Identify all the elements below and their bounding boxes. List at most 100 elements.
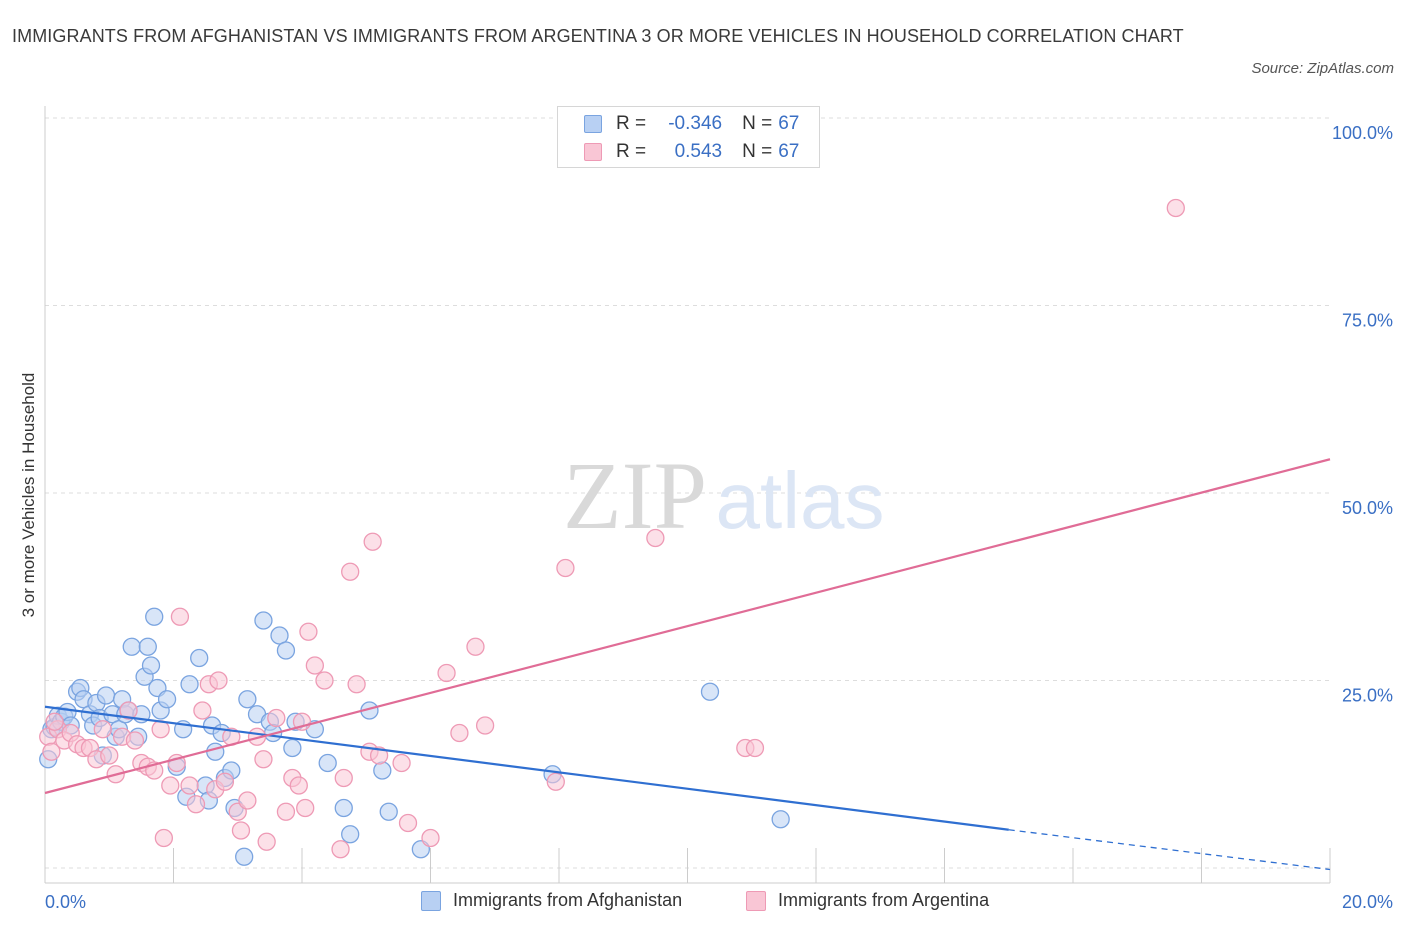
- legend-swatch-argentina: [584, 143, 602, 161]
- data-point: [161, 776, 180, 795]
- data-point: [145, 607, 164, 626]
- data-point: [215, 772, 235, 791]
- data-point: [347, 675, 366, 694]
- legend-r-label: R =: [616, 141, 647, 162]
- data-point: [276, 802, 296, 821]
- legend-n-value: 67: [778, 113, 800, 134]
- chart-title: IMMIGRANTS FROM AFGHANISTAN VS IMMIGRANT…: [12, 26, 1184, 46]
- data-point: [119, 701, 138, 720]
- data-point: [157, 690, 177, 709]
- data-point: [154, 828, 174, 848]
- legend-n-label: N =: [742, 141, 773, 162]
- data-point: [180, 675, 199, 694]
- data-point: [231, 821, 251, 840]
- data-point: [93, 720, 112, 739]
- data-point: [745, 738, 765, 758]
- data-point: [334, 768, 353, 788]
- legend-n-value: 67: [778, 141, 800, 162]
- data-point: [209, 671, 228, 690]
- data-point: [296, 798, 315, 818]
- legend-swatch-afghanistan: [584, 115, 602, 133]
- data-point: [235, 847, 254, 866]
- y-tick-label: 50.0%: [1342, 498, 1393, 518]
- data-point: [475, 716, 495, 735]
- data-point: [546, 772, 565, 791]
- legend-n-label: N =: [742, 113, 773, 134]
- chart-source: Source: ZipAtlas.com: [1251, 60, 1394, 77]
- trend-lines: [44, 458, 1331, 871]
- data-point: [96, 686, 116, 705]
- x-tick-label: 0.0%: [45, 892, 86, 912]
- data-point: [341, 825, 360, 844]
- data-point: [318, 753, 337, 773]
- data-point: [450, 723, 469, 743]
- correlation-legend: R = -0.346 N = 67 R = 0.543 N = 67: [557, 106, 820, 168]
- legend-r-label: R =: [616, 113, 647, 134]
- data-point: [421, 828, 440, 848]
- data-point: [305, 656, 325, 675]
- legend-r-value: 0.543: [674, 141, 723, 162]
- data-point: [186, 795, 206, 814]
- series-afghanistan-points: [39, 607, 790, 866]
- data-point: [206, 742, 225, 761]
- data-point: [138, 637, 157, 656]
- y-tick-label: 100.0%: [1332, 123, 1393, 143]
- x-tick-label: 20.0%: [1342, 892, 1393, 912]
- data-point: [466, 637, 485, 656]
- trend-line-argentina: [44, 458, 1331, 795]
- data-point: [341, 562, 360, 581]
- data-point: [289, 776, 308, 795]
- y-axis-label: 3 or more Vehicles in Household: [19, 373, 38, 618]
- data-point: [315, 671, 334, 690]
- data-point: [180, 776, 199, 795]
- data-point: [190, 648, 209, 668]
- data-point: [392, 753, 411, 773]
- legend-row-afghanistan: R = -0.346 N = 67: [584, 112, 799, 136]
- series-legend-label-afghanistan: Immigrants from Afghanistan: [453, 890, 683, 910]
- data-point: [331, 840, 350, 859]
- series-legend-afghanistan: Immigrants from Afghanistan: [421, 890, 682, 911]
- data-point: [299, 622, 318, 641]
- data-point: [369, 746, 389, 765]
- data-point: [257, 832, 276, 851]
- data-point: [373, 761, 392, 780]
- data-point: [363, 532, 382, 551]
- data-point: [1166, 198, 1185, 218]
- data-point: [700, 682, 720, 701]
- data-point: [254, 750, 273, 769]
- tick-labels: 25.0% 50.0% 75.0% 100.0% 0.0% 20.0%: [45, 123, 1393, 912]
- series-legend: Immigrants from Afghanistan Immigrants f…: [0, 890, 1406, 914]
- series-legend-swatch-afghanistan: [421, 890, 441, 911]
- data-point: [170, 607, 190, 626]
- legend-r-value: -0.346: [668, 113, 723, 134]
- data-point: [556, 558, 575, 578]
- data-point: [334, 798, 353, 818]
- data-point: [646, 528, 665, 548]
- data-point: [193, 701, 212, 720]
- watermark: ZIP atlas: [563, 442, 884, 549]
- data-point: [45, 712, 64, 731]
- trend-line-afghanistan: [44, 705, 1009, 831]
- data-point: [125, 731, 145, 750]
- watermark-atlas: atlas: [716, 456, 885, 545]
- data-point: [379, 802, 398, 821]
- data-point: [398, 813, 418, 833]
- data-point: [437, 663, 456, 683]
- data-point: [100, 746, 119, 765]
- data-point: [276, 641, 296, 660]
- data-point: [283, 738, 302, 758]
- data-point: [141, 656, 161, 675]
- data-point: [254, 611, 273, 630]
- data-point: [771, 810, 790, 829]
- series-legend-label-argentina: Immigrants from Argentina: [778, 890, 990, 910]
- y-tick-label: 25.0%: [1342, 686, 1393, 706]
- data-point: [42, 742, 61, 761]
- watermark-zip: ZIP: [563, 442, 707, 549]
- y-tick-label: 75.0%: [1342, 311, 1393, 331]
- data-point: [122, 637, 141, 656]
- legend-row-argentina: R = 0.543 N = 67: [584, 140, 799, 164]
- data-point: [238, 690, 257, 709]
- series-argentina-points: [39, 198, 1185, 859]
- data-point: [267, 708, 286, 728]
- series-legend-argentina: Immigrants from Argentina: [746, 890, 989, 911]
